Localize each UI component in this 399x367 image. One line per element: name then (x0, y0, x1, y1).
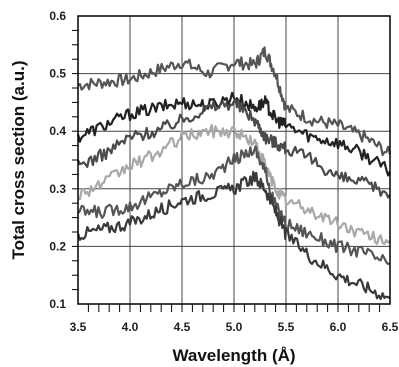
y-tick-labels: 0.1 0.2 0.3 0.4 0.5 0.6 (49, 9, 66, 311)
series-line-6 (76, 170, 391, 300)
y-tick-label: 0.6 (49, 9, 66, 23)
y-tick-label: 0.1 (49, 297, 66, 311)
series-line-1 (77, 46, 392, 157)
x-tick-label: 6.0 (330, 320, 347, 334)
series-line-5 (77, 145, 391, 265)
x-tick-label: 4.5 (174, 320, 191, 334)
series-layer (76, 46, 392, 300)
x-tick-label: 4.0 (122, 320, 139, 334)
y-tick-label: 0.2 (49, 239, 66, 253)
x-tick-label: 6.5 (382, 320, 399, 334)
series-line-4 (77, 123, 391, 246)
y-tick-label: 0.4 (49, 124, 66, 138)
x-axis-title: Wavelength (Å) (172, 346, 295, 365)
x-tick-label: 5.5 (278, 320, 295, 334)
y-tick-label: 0.5 (49, 67, 66, 81)
y-axis-title: Total cross section (a.u.) (9, 60, 28, 259)
series-line-3 (77, 98, 391, 199)
grid-lines (77, 15, 391, 305)
series-line-2 (76, 91, 391, 177)
x-tick-labels: 3.5 4.0 4.5 5.0 5.5 6.0 6.5 (70, 320, 399, 334)
x-tick-label: 3.5 (70, 320, 87, 334)
tick-marks (72, 29, 381, 312)
y-tick-label: 0.3 (49, 182, 66, 196)
x-tick-label: 5.0 (226, 320, 243, 334)
